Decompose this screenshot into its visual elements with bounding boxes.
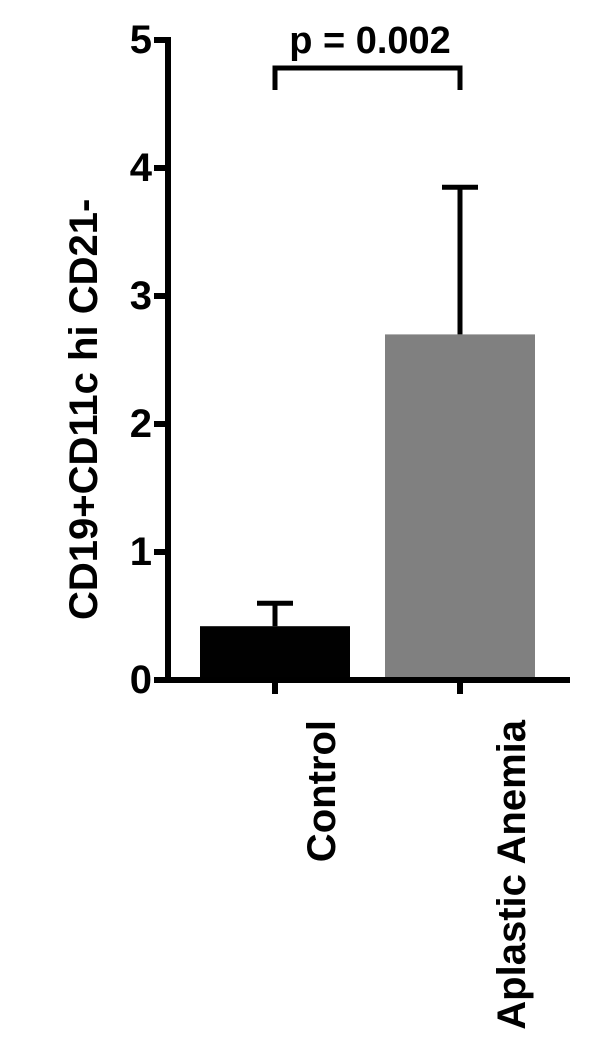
x-category-label: Aplastic Anemia	[490, 720, 535, 1060]
bar-control	[200, 626, 350, 680]
ytick-label: 0	[110, 658, 152, 703]
ytick-label: 5	[110, 18, 152, 63]
ytick-label: 2	[110, 402, 152, 447]
ytick-label: 3	[110, 274, 152, 319]
chart-container: CD19+CD11c hi CD21- p = 0.002 0 1 2 3 4 …	[0, 0, 596, 1030]
y-axis-label: CD19+CD11c hi CD21-	[62, 199, 107, 620]
ytick-label: 1	[110, 530, 152, 575]
significance-bracket	[275, 68, 460, 90]
pvalue-label: p = 0.002	[270, 20, 470, 63]
bar-aplastic-anemia	[385, 334, 535, 680]
x-category-label: Control	[300, 720, 345, 940]
ytick-label: 4	[110, 146, 152, 191]
